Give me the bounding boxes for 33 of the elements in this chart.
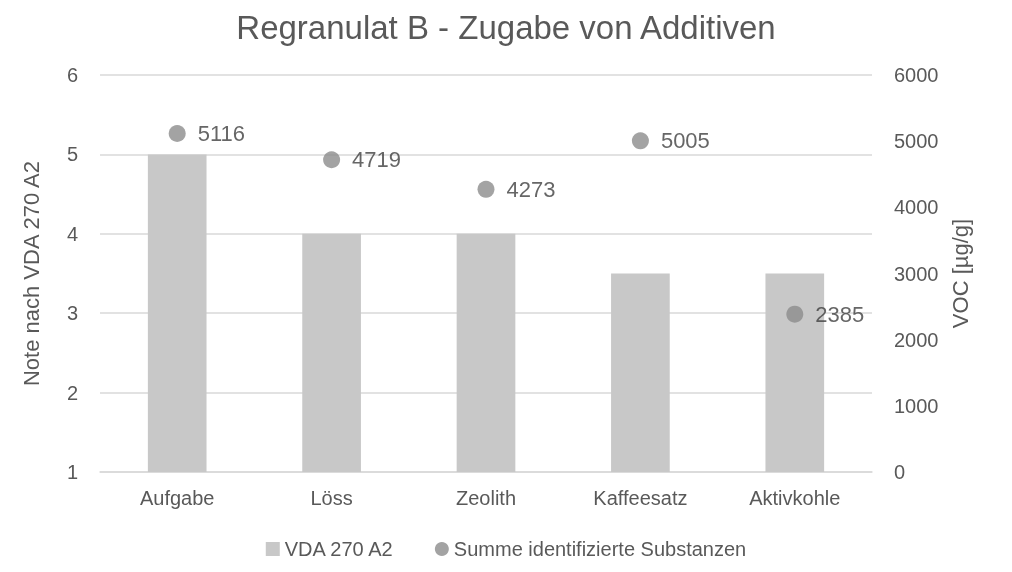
point xyxy=(786,305,804,323)
y2-axis-title: VOC [µg/g] xyxy=(947,218,973,329)
y-tick-label: 1 xyxy=(66,461,78,483)
data-label: 4273 xyxy=(506,176,556,202)
y2-tick-label: 0 xyxy=(894,461,906,483)
y-tick-label: 2 xyxy=(66,381,78,404)
y-tick-label: 5 xyxy=(66,143,78,166)
y2-tick-label: 2000 xyxy=(894,328,939,351)
x-tick-label: Aktivkohle xyxy=(749,487,841,509)
y2-tick-label: 5000 xyxy=(894,130,939,153)
data-label: 5116 xyxy=(197,120,246,146)
y-tick-label: 6 xyxy=(66,64,78,86)
data-label: 4719 xyxy=(352,147,402,173)
y-axis-title: Note nach VDA 270 A2 xyxy=(18,160,44,387)
point xyxy=(168,125,186,142)
point xyxy=(323,151,341,169)
y-tick-label: 4 xyxy=(66,222,78,245)
x-tick-label: Aufgabe xyxy=(139,487,215,509)
y2-tick-label: 3000 xyxy=(894,262,939,285)
point xyxy=(477,180,495,198)
x-tick-label: Kaffeesatz xyxy=(593,487,688,509)
x-tick-label: Löss xyxy=(310,487,353,509)
data-label: 2385 xyxy=(815,301,865,327)
y-tick-label: 3 xyxy=(66,302,78,325)
point xyxy=(631,132,649,150)
y2-tick-label: 4000 xyxy=(894,196,939,219)
legend-label: Summe identifizierte Substanzen xyxy=(453,538,747,560)
legend-label: VDA 270 A2 xyxy=(284,538,393,560)
data-label: 5005 xyxy=(660,128,710,154)
chart-title: Regranulat B - Zugabe von Additiven xyxy=(236,9,776,46)
y2-tick-label: 6000 xyxy=(894,64,939,86)
y2-tick-label: 1000 xyxy=(894,394,939,417)
x-tick-label: Zeolith xyxy=(455,487,517,509)
